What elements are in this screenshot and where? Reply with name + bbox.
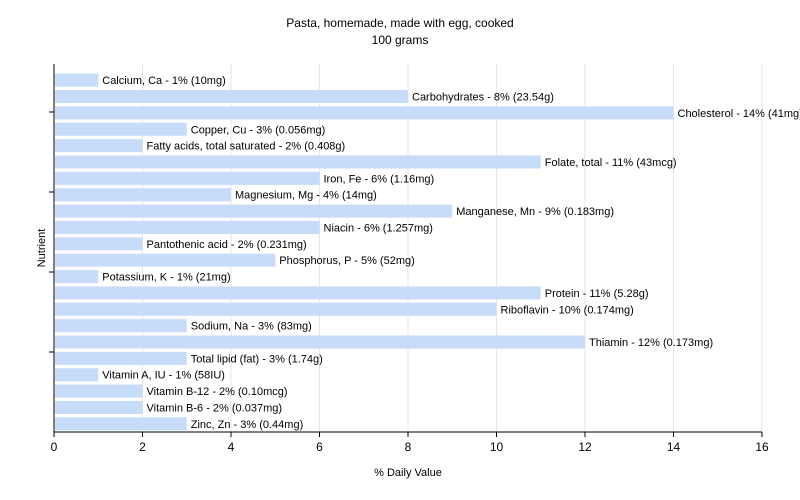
bar <box>55 122 187 136</box>
bar-label: Vitamin B-6 - 2% (0.037mg) <box>147 402 283 414</box>
bar <box>55 139 143 153</box>
x-tick-label: 4 <box>228 440 235 454</box>
bar <box>55 286 541 300</box>
x-tick-label: 16 <box>755 440 769 454</box>
bar <box>55 302 497 316</box>
bar <box>55 384 143 398</box>
bar-label: Manganese, Mn - 9% (0.183mg) <box>456 206 614 218</box>
bar-label: Zinc, Zn - 3% (0.44mg) <box>191 419 303 431</box>
bar <box>55 188 231 202</box>
bar <box>55 106 674 120</box>
bar-label: Calcium, Ca - 1% (10mg) <box>102 75 225 87</box>
bar-label: Copper, Cu - 3% (0.056mg) <box>191 124 326 136</box>
bar-label: Folate, total - 11% (43mcg) <box>545 157 677 169</box>
bar <box>55 417 187 431</box>
x-tick-label: 0 <box>51 440 58 454</box>
bar <box>55 171 320 185</box>
bar <box>55 253 276 267</box>
x-tick-label: 10 <box>490 440 504 454</box>
bar <box>55 237 143 251</box>
axes-group: 0 2 4 6 8 10 12 14 16 <box>49 64 769 454</box>
bar-label: Cholesterol - 14% (41mg) <box>678 108 800 120</box>
bar <box>55 73 99 87</box>
bar-label: Phosphorus, P - 5% (52mg) <box>279 255 415 267</box>
bar-label: Protein - 11% (5.28g) <box>545 288 649 300</box>
y-axis-label: Nutrient <box>36 229 48 268</box>
bars-group: Calcium, Ca - 1% (10mg) Carbohydrates - 8… <box>55 73 800 431</box>
bar <box>55 400 143 414</box>
bar <box>55 368 99 382</box>
bar-label: Vitamin B-12 - 2% (0.10mcg) <box>147 386 288 398</box>
bar-label: Magnesium, Mg - 4% (14mg) <box>235 190 377 202</box>
x-tick-label: 8 <box>405 440 412 454</box>
bar-label: Vitamin A, IU - 1% (58IU) <box>102 370 225 382</box>
bar-label: Pantothenic acid - 2% (0.231mg) <box>147 239 307 251</box>
x-tick-label: 6 <box>316 440 323 454</box>
bar-label: Riboflavin - 10% (0.174mg) <box>501 304 634 316</box>
bar-label: Iron, Fe - 6% (1.16mg) <box>324 173 435 185</box>
bar-label: Total lipid (fat) - 3% (1.74g) <box>191 353 323 365</box>
bar <box>55 319 187 333</box>
bar-label: Niacin - 6% (1.257mg) <box>324 222 433 234</box>
bar <box>55 270 99 284</box>
bar-label: Fatty acids, total saturated - 2% (0.408… <box>147 141 346 153</box>
x-axis-label: % Daily Value <box>374 467 442 479</box>
bar <box>55 155 541 169</box>
chart-subtitle: 100 grams <box>371 33 429 47</box>
bar <box>55 204 453 218</box>
chart-title: Pasta, homemade, made with egg, cooked <box>286 16 514 30</box>
bar-label: Sodium, Na - 3% (83mg) <box>191 321 312 333</box>
x-tick-label: 14 <box>667 440 681 454</box>
grid-lines <box>142 64 763 432</box>
bar <box>55 351 187 365</box>
bar-label: Potassium, K - 1% (21mg) <box>102 272 230 284</box>
x-tick-label: 2 <box>139 440 146 454</box>
bar <box>55 335 585 349</box>
x-tick-label: 12 <box>578 440 592 454</box>
bar <box>55 220 320 234</box>
bar <box>55 90 408 104</box>
bar-label: Carbohydrates - 8% (23.54g) <box>412 92 554 104</box>
bar-label: Thiamin - 12% (0.173mg) <box>589 337 713 349</box>
